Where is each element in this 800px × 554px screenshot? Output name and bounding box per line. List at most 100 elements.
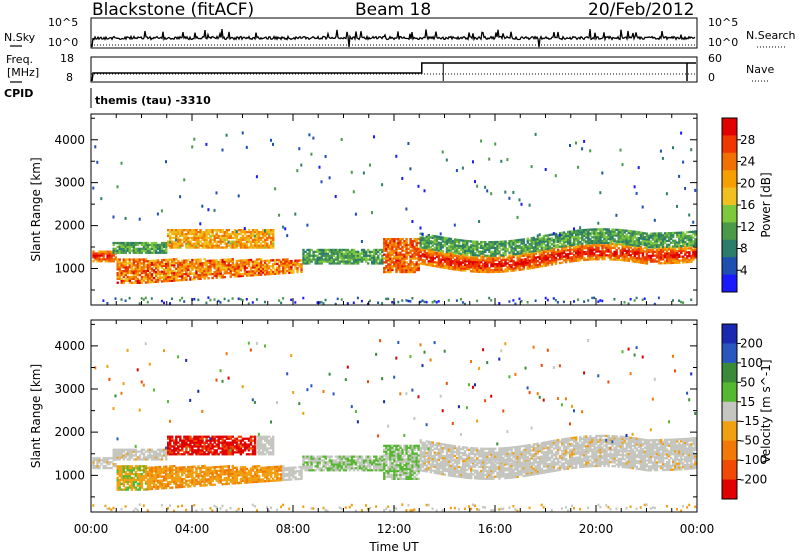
- power-panel-cell: [98, 260, 101, 263]
- power-panel-cell: [659, 262, 663, 265]
- power-panel-scatter: [160, 209, 163, 213]
- power-panel-cell: [548, 247, 552, 250]
- power-panel-cell: [419, 236, 422, 239]
- power-panel-cell: [611, 258, 614, 261]
- power-panel-cell: [185, 229, 188, 232]
- power-panel-cell: [391, 243, 394, 247]
- power-panel-cell: [461, 245, 465, 248]
- power-panel-cell: [470, 264, 473, 267]
- power-panel-cell: [609, 256, 612, 259]
- power-panel-cell: [449, 247, 453, 250]
- power-panel-cell: [251, 274, 255, 277]
- velocity-panel-cell: [156, 479, 160, 482]
- velocity-panel-cell: [116, 488, 119, 491]
- power-panel-cell: [542, 260, 546, 264]
- power-panel-cell: [657, 260, 661, 263]
- power-panel-cell: [342, 252, 346, 255]
- power-panel-cell: [472, 262, 475, 265]
- power-panel-cell: [302, 252, 305, 255]
- power-panel-cell: [581, 245, 584, 248]
- power-panel-ground: [264, 300, 266, 304]
- power-panel-cell: [668, 243, 671, 246]
- power-panel-cell: [554, 262, 558, 265]
- power-panel-cell: [257, 267, 261, 271]
- power-panel-cell: [405, 265, 408, 268]
- power-panel-cell: [318, 256, 321, 259]
- velocity-panel-cell: [195, 479, 198, 482]
- power-panel-cell: [110, 252, 113, 255]
- power-panel-cell: [611, 252, 614, 255]
- velocity-panel-cell: [150, 476, 154, 479]
- power-panel-ground: [179, 299, 182, 302]
- power-panel-cell: [635, 247, 638, 250]
- velocity-panel-cell: [142, 456, 146, 459]
- power-panel-cell: [641, 254, 645, 257]
- power-panel-scatter: [243, 227, 246, 230]
- power-panel-cell: [274, 268, 277, 271]
- power-panel-cell: [433, 237, 436, 240]
- power-panel-cell: [201, 266, 204, 269]
- power-panel-cell: [550, 239, 554, 242]
- power-panel-cell: [665, 239, 669, 243]
- power-panel-cell: [126, 268, 129, 271]
- velocity-panel-cell: [140, 484, 144, 487]
- power-panel-cell: [690, 230, 693, 234]
- power-panel-cell: [472, 264, 475, 267]
- power-panel-cell: [116, 275, 119, 279]
- power-panel-cell: [205, 246, 208, 249]
- power-panel-cell: [613, 244, 616, 248]
- power-panel-cell: [233, 265, 237, 268]
- power-panel-cell: [175, 244, 178, 247]
- power-panel-cell: [253, 270, 257, 273]
- power-panel-cell: [672, 248, 675, 251]
- power-panel-cell: [593, 244, 596, 247]
- power-panel-cell: [235, 242, 239, 245]
- velocity-panel-cell: [148, 484, 152, 487]
- power-panel-cell: [233, 236, 237, 240]
- velocity-panel-cell: [175, 472, 178, 475]
- power-panel-cell: [579, 237, 582, 240]
- power-panel-cell: [486, 244, 489, 248]
- velocity-panel-cell: [154, 470, 158, 473]
- power-panel-cell: [177, 279, 180, 282]
- power-panel-cell: [621, 251, 624, 254]
- power-panel-cell: [532, 240, 535, 243]
- power-panel-cell: [158, 272, 162, 275]
- velocity-panel-cell: [189, 481, 192, 484]
- power-panel-cell: [554, 246, 558, 249]
- power-panel-cell: [419, 262, 422, 265]
- power-panel-cell: [621, 233, 624, 236]
- power-panel-cell: [577, 235, 580, 238]
- power-panel-cell: [257, 258, 261, 261]
- power-panel-cell: [387, 247, 390, 250]
- power-panel-cell: [631, 234, 634, 237]
- power-panel-cell: [558, 258, 562, 261]
- power-panel-cell: [403, 257, 406, 260]
- power-panel-cell: [686, 236, 689, 240]
- velocity-panel-scatter: [189, 398, 192, 402]
- power-panel-cell: [365, 260, 368, 263]
- velocity-panel-cell: [140, 480, 144, 483]
- power-panel-cell: [152, 247, 156, 250]
- power-panel-cell: [274, 272, 277, 275]
- power-panel-cell: [641, 237, 645, 240]
- velocity-panel-cell: [128, 448, 131, 451]
- power-panel-cell: [581, 253, 584, 256]
- power-panel-cell: [233, 267, 237, 270]
- power-panel-cell: [158, 243, 162, 247]
- power-panel-cell: [522, 268, 525, 271]
- power-panel-cell: [542, 246, 546, 249]
- power-panel-cell: [579, 233, 582, 236]
- power-panel-cell: [261, 231, 265, 234]
- power-panel-ground: [518, 297, 521, 301]
- velocity-panel-cell: [152, 468, 156, 471]
- power-panel-scatter: [581, 147, 584, 151]
- power-panel-cell: [391, 245, 394, 249]
- power-panel-cell: [118, 243, 121, 247]
- power-panel-cell: [550, 243, 554, 246]
- power-panel-cell: [682, 249, 685, 252]
- power-panel-ground: [556, 301, 559, 304]
- power-panel-cell: [522, 242, 525, 245]
- power-panel-cell: [322, 248, 325, 252]
- power-panel-cell: [132, 264, 136, 267]
